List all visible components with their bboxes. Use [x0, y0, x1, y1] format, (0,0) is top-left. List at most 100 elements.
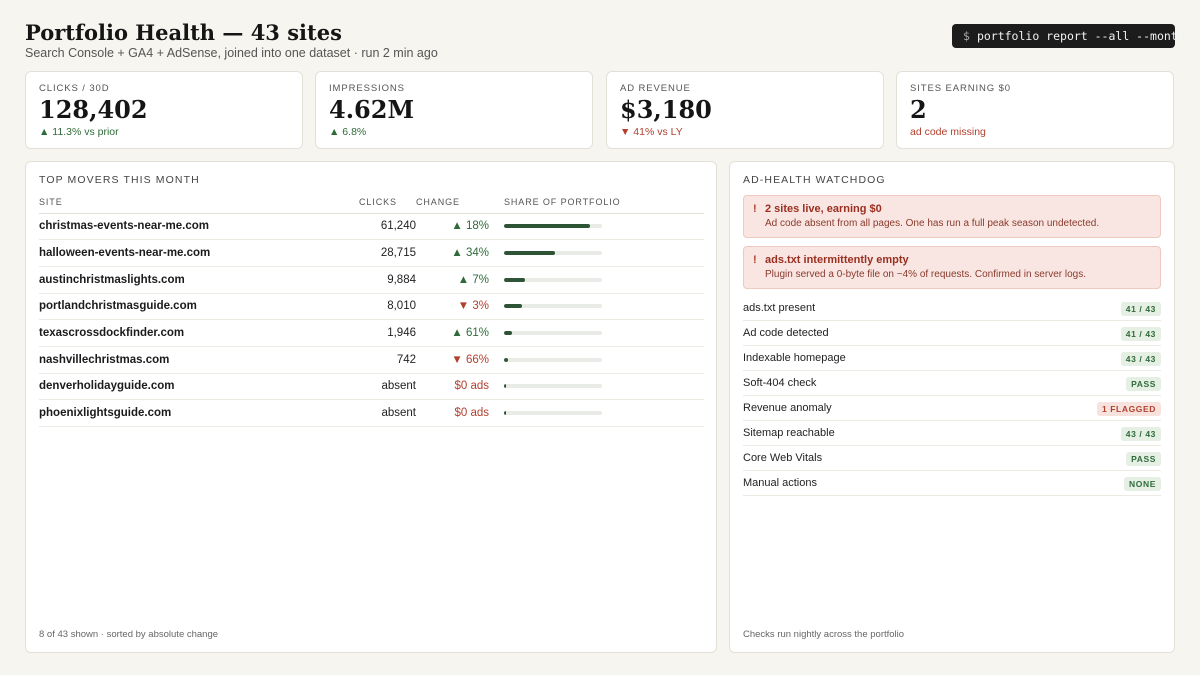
top-movers-table: SITE CLICKS CHANGE SHARE OF PORTFOLIO ch…: [39, 192, 704, 427]
kpi-card-sites-earning-zero: SITES EARNING $0 2 ad code missing: [896, 71, 1174, 149]
status-badge: NONE: [1124, 477, 1161, 491]
site-clicks: absent: [359, 399, 416, 427]
page-subtitle: Search Console + GA4 + AdSense, joined i…: [25, 46, 438, 60]
kpi-value: $3,180: [620, 95, 712, 124]
status-badge: PASS: [1126, 452, 1161, 466]
table-row[interactable]: christmas-events-near-me.com 61,240 ▲ 18%: [39, 213, 704, 241]
ad-health-title: AD-HEALTH WATCHDOG: [743, 174, 886, 186]
share-bar: [504, 357, 602, 362]
kpi-card-ad-revenue: AD REVENUE $3,180 ▼ 41% vs LY: [606, 71, 884, 149]
share-bar: [504, 411, 602, 416]
site-change: $0 ads: [416, 373, 489, 401]
table-row[interactable]: portlandchristmasguide.com 8,010 ▼ 3%: [39, 293, 704, 321]
status-badge: 41 / 43: [1120, 327, 1161, 341]
share-bar-fill: [504, 331, 512, 336]
share-bar-fill: [504, 224, 591, 229]
site-clicks: 8,010: [359, 293, 416, 321]
kpi-delta: ad code missing: [910, 126, 986, 138]
status-badge: 43 / 43: [1120, 352, 1161, 366]
site-change: ▲ 34%: [416, 239, 489, 267]
kpi-value: 4.62M: [329, 95, 415, 124]
table-header-row: SITE CLICKS CHANGE SHARE OF PORTFOLIO: [39, 192, 704, 214]
site-change: $0 ads: [416, 399, 489, 427]
share-bar: [504, 251, 602, 256]
alert-icon: !: [753, 254, 757, 266]
health-check-row[interactable]: Soft-404 check PASS: [743, 371, 1161, 396]
table-row[interactable]: nashvillechristmas.com 742 ▼ 66%: [39, 346, 704, 374]
share-bar: [504, 331, 602, 336]
site-name[interactable]: denverholidayguide.com: [39, 373, 359, 401]
alert-card[interactable]: ! ads.txt intermittently empty Plugin se…: [743, 246, 1161, 289]
health-check-row[interactable]: Revenue anomaly 1 FLAGGED: [743, 396, 1161, 421]
page-header: Portfolio Health — 43 sites Search Conso…: [25, 20, 1185, 64]
status-badge: 41 / 43: [1120, 302, 1161, 316]
share-bar: [504, 384, 602, 389]
command-chip[interactable]: $ portfolio report --all --month: [952, 24, 1185, 48]
share-cell: [489, 266, 704, 294]
kpi-value: 2: [910, 95, 927, 124]
health-check-label: Core Web Vitals: [743, 452, 823, 464]
alert-card[interactable]: ! 2 sites live, earning $0 Ad code absen…: [743, 195, 1161, 238]
alert-title: 2 sites live, earning $0: [765, 203, 882, 215]
table-row[interactable]: denverholidayguide.com absent $0 ads: [39, 373, 704, 401]
site-change: ▲ 61%: [416, 319, 489, 347]
ad-health-panel: AD-HEALTH WATCHDOG ! 2 sites live, earni…: [729, 161, 1175, 653]
site-clicks: 742: [359, 346, 416, 374]
share-cell: [489, 319, 704, 347]
share-bar-fill: [504, 251, 555, 256]
command-text: portfolio report --all --month: [976, 29, 1185, 43]
site-change: ▲ 18%: [416, 213, 489, 241]
column-header-change[interactable]: CHANGE: [416, 192, 489, 214]
share-bar: [504, 224, 602, 229]
site-name[interactable]: phoenixlightsguide.com: [39, 399, 359, 427]
health-check-row[interactable]: Sitemap reachable 43 / 43: [743, 421, 1161, 446]
share-bar-fill: [504, 411, 506, 416]
status-badge: 43 / 43: [1120, 427, 1161, 441]
share-bar-fill: [504, 304, 522, 309]
column-header-share[interactable]: SHARE OF PORTFOLIO: [489, 192, 704, 214]
share-cell: [489, 213, 704, 241]
kpi-label: AD REVENUE: [620, 83, 691, 94]
share-cell: [489, 293, 704, 321]
health-check-row[interactable]: Ad code detected 41 / 43: [743, 321, 1161, 346]
alert-description: Plugin served a 0-byte file on ~4% of re…: [765, 269, 1086, 280]
site-name[interactable]: portlandchristmasguide.com: [39, 293, 359, 321]
kpi-delta: ▼ 41% vs LY: [620, 126, 683, 138]
site-clicks: 61,240: [359, 213, 416, 241]
health-check-label: Manual actions: [743, 477, 817, 489]
site-clicks: 9,884: [359, 266, 416, 294]
health-check-label: Indexable homepage: [743, 352, 846, 364]
site-change: ▼ 3%: [416, 293, 489, 321]
kpi-label: CLICKS / 30D: [39, 83, 110, 94]
health-check-list: ads.txt present 41 / 43 Ad code detected 41…: [743, 296, 1161, 496]
share-bar: [504, 277, 602, 282]
share-bar: [504, 304, 602, 309]
health-check-row[interactable]: Core Web Vitals PASS: [743, 446, 1161, 471]
site-name[interactable]: austinchristmaslights.com: [39, 266, 359, 294]
health-check-row[interactable]: ads.txt present 41 / 43: [743, 296, 1161, 321]
command-prompt: $: [963, 29, 970, 43]
top-movers-footer: 8 of 43 shown · sorted by absolute chang…: [39, 629, 219, 640]
site-name[interactable]: nashvillechristmas.com: [39, 346, 359, 374]
top-movers-panel: TOP MOVERS THIS MONTH SITE CLICKS CHANGE…: [25, 161, 717, 653]
health-check-row[interactable]: Indexable homepage 43 / 43: [743, 346, 1161, 371]
site-name[interactable]: christmas-events-near-me.com: [39, 213, 359, 241]
site-name[interactable]: texascrossdockfinder.com: [39, 319, 359, 347]
table-row[interactable]: halloween-events-near-me.com 28,715 ▲ 34%: [39, 239, 704, 267]
site-change: ▲ 7%: [416, 266, 489, 294]
table-row[interactable]: texascrossdockfinder.com 1,946 ▲ 61%: [39, 319, 704, 347]
table-row[interactable]: austinchristmaslights.com 9,884 ▲ 7%: [39, 266, 704, 294]
site-name[interactable]: halloween-events-near-me.com: [39, 239, 359, 267]
share-bar-fill: [504, 277, 525, 282]
table-row[interactable]: phoenixlightsguide.com absent $0 ads: [39, 399, 704, 427]
share-cell: [489, 346, 704, 374]
share-bar-fill: [504, 384, 506, 389]
health-check-row[interactable]: Manual actions NONE: [743, 471, 1161, 496]
kpi-card-clicks: CLICKS / 30D 128,402 ▲ 11.3% vs prior: [25, 71, 303, 149]
health-check-label: Sitemap reachable: [743, 427, 835, 439]
column-header-clicks[interactable]: CLICKS: [359, 192, 416, 214]
share-cell: [489, 239, 704, 267]
share-cell: [489, 399, 704, 427]
site-clicks: absent: [359, 373, 416, 401]
column-header-site[interactable]: SITE: [39, 192, 359, 214]
